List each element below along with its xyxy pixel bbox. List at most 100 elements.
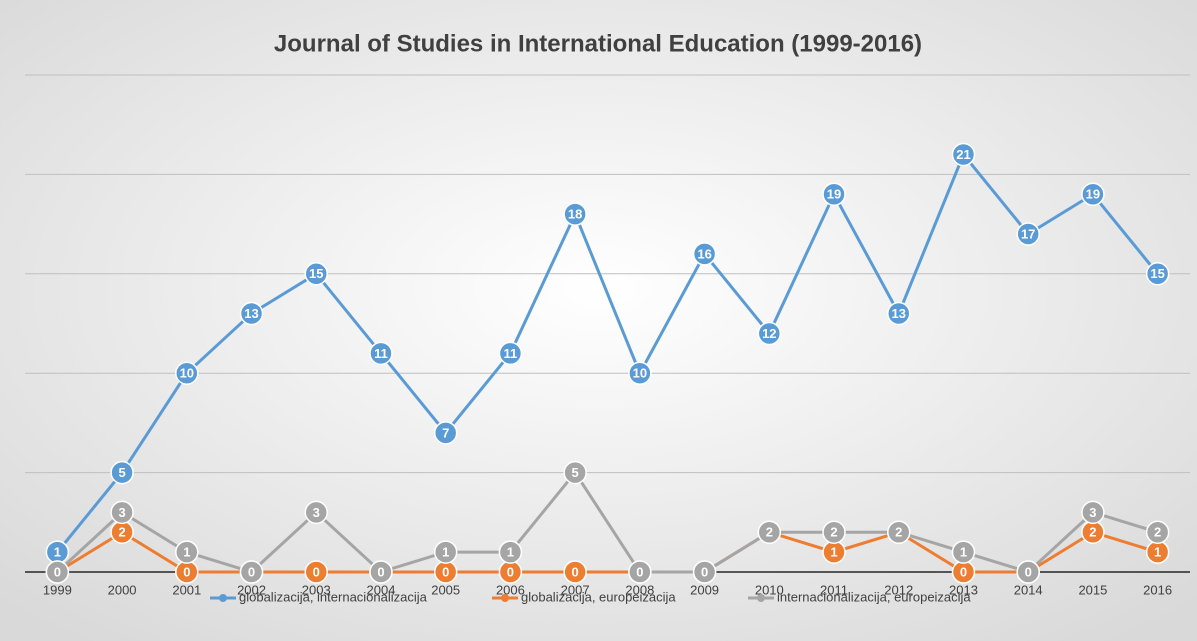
data-label: 15 — [309, 266, 323, 281]
data-point — [304, 262, 328, 286]
data-point — [110, 500, 134, 525]
data-label: 10 — [180, 366, 194, 381]
data-label: 5 — [572, 465, 579, 480]
data-point — [887, 301, 911, 326]
data-label: 1 — [183, 545, 190, 560]
data-point — [369, 560, 393, 584]
data-label: 5 — [118, 465, 125, 480]
data-point — [757, 321, 782, 346]
data-label: 1 — [960, 545, 967, 560]
data-label: 15 — [1150, 266, 1164, 281]
data-label: 0 — [183, 564, 190, 579]
x-tick-label: 2016 — [1143, 582, 1172, 597]
data-point — [175, 361, 199, 385]
x-tick-label: 2011 — [820, 582, 848, 597]
data-label: 0 — [54, 564, 61, 579]
data-label: 1 — [1154, 545, 1161, 560]
data-label: 2 — [1154, 525, 1161, 540]
data-label: 1 — [507, 545, 514, 560]
data-point — [369, 341, 393, 366]
data-label: 3 — [1089, 505, 1096, 520]
data-label: 3 — [313, 505, 320, 520]
data-label: 13 — [892, 306, 906, 321]
data-label: 16 — [697, 246, 711, 261]
data-point — [110, 460, 134, 485]
data-label: 3 — [118, 505, 125, 520]
data-label: 0 — [313, 564, 320, 579]
legend-label: globalizacija, europeizacija — [521, 589, 676, 604]
x-tick-label: 2005 — [431, 582, 460, 597]
data-point — [433, 421, 458, 445]
legend-marker — [219, 594, 227, 602]
data-point — [1016, 560, 1040, 584]
x-tick-label: 2004 — [367, 582, 396, 597]
legend-marker — [501, 594, 509, 602]
legend-marker — [757, 594, 765, 602]
x-tick-label: 2000 — [108, 582, 137, 597]
data-label: 0 — [960, 564, 967, 579]
x-tick-label: 2010 — [755, 582, 784, 597]
data-label: 12 — [762, 326, 776, 341]
data-point — [563, 202, 587, 226]
data-point — [563, 560, 587, 584]
data-point — [175, 540, 199, 564]
data-label: 18 — [568, 207, 582, 222]
data-label: 0 — [507, 564, 514, 579]
data-label: 19 — [827, 187, 841, 202]
x-tick-label: 2006 — [496, 582, 525, 597]
data-label: 10 — [633, 366, 647, 381]
x-tick-label: 2008 — [625, 582, 654, 597]
legend-label: internacionalizacija, europeizacija — [777, 589, 971, 604]
data-point — [692, 242, 717, 266]
x-tick-label: 2002 — [237, 582, 266, 597]
data-label: 2 — [830, 525, 837, 540]
data-point — [951, 540, 976, 564]
data-label: 11 — [504, 346, 518, 361]
data-point — [1016, 222, 1040, 246]
data-label: 0 — [248, 564, 255, 579]
x-tick-label: 2012 — [884, 582, 913, 597]
data-label: 1 — [830, 545, 837, 560]
x-tick-label: 2009 — [690, 582, 719, 597]
data-point — [239, 301, 264, 326]
data-label: 0 — [636, 564, 643, 579]
data-point — [1145, 262, 1170, 286]
data-label: 0 — [442, 564, 449, 579]
data-label: 19 — [1086, 187, 1100, 202]
data-point — [45, 560, 70, 584]
data-point — [498, 540, 523, 564]
x-tick-label: 2015 — [1078, 582, 1107, 597]
series-line — [56, 151, 1159, 554]
x-tick-label: 2001 — [172, 582, 201, 597]
x-tick-label: 2007 — [561, 582, 590, 597]
data-label: 0 — [701, 564, 708, 579]
data-point — [628, 361, 652, 385]
data-point — [628, 560, 652, 584]
data-label: 2 — [766, 525, 773, 540]
data-point — [304, 560, 328, 584]
x-tick-label: 2014 — [1014, 582, 1043, 597]
data-point — [239, 560, 264, 584]
data-label: 0 — [377, 564, 384, 579]
data-label: 1 — [54, 545, 61, 560]
data-point — [822, 182, 846, 207]
data-label: 2 — [118, 525, 125, 540]
data-point — [563, 460, 587, 485]
chart-title: Journal of Studies in International Educ… — [274, 30, 922, 57]
data-label: 2 — [895, 525, 902, 540]
data-label: 0 — [1025, 564, 1032, 579]
x-tick-label: 1999 — [43, 582, 72, 597]
data-point — [1145, 520, 1170, 544]
data-label: 11 — [374, 346, 388, 361]
data-label: 0 — [572, 564, 579, 579]
data-point — [433, 540, 458, 564]
x-tick-label: 2003 — [302, 582, 331, 597]
data-point — [1081, 500, 1105, 525]
data-point — [1081, 182, 1105, 207]
data-label: 17 — [1021, 226, 1035, 241]
data-label: 13 — [244, 306, 258, 321]
data-point — [822, 520, 846, 544]
data-point — [951, 142, 976, 167]
